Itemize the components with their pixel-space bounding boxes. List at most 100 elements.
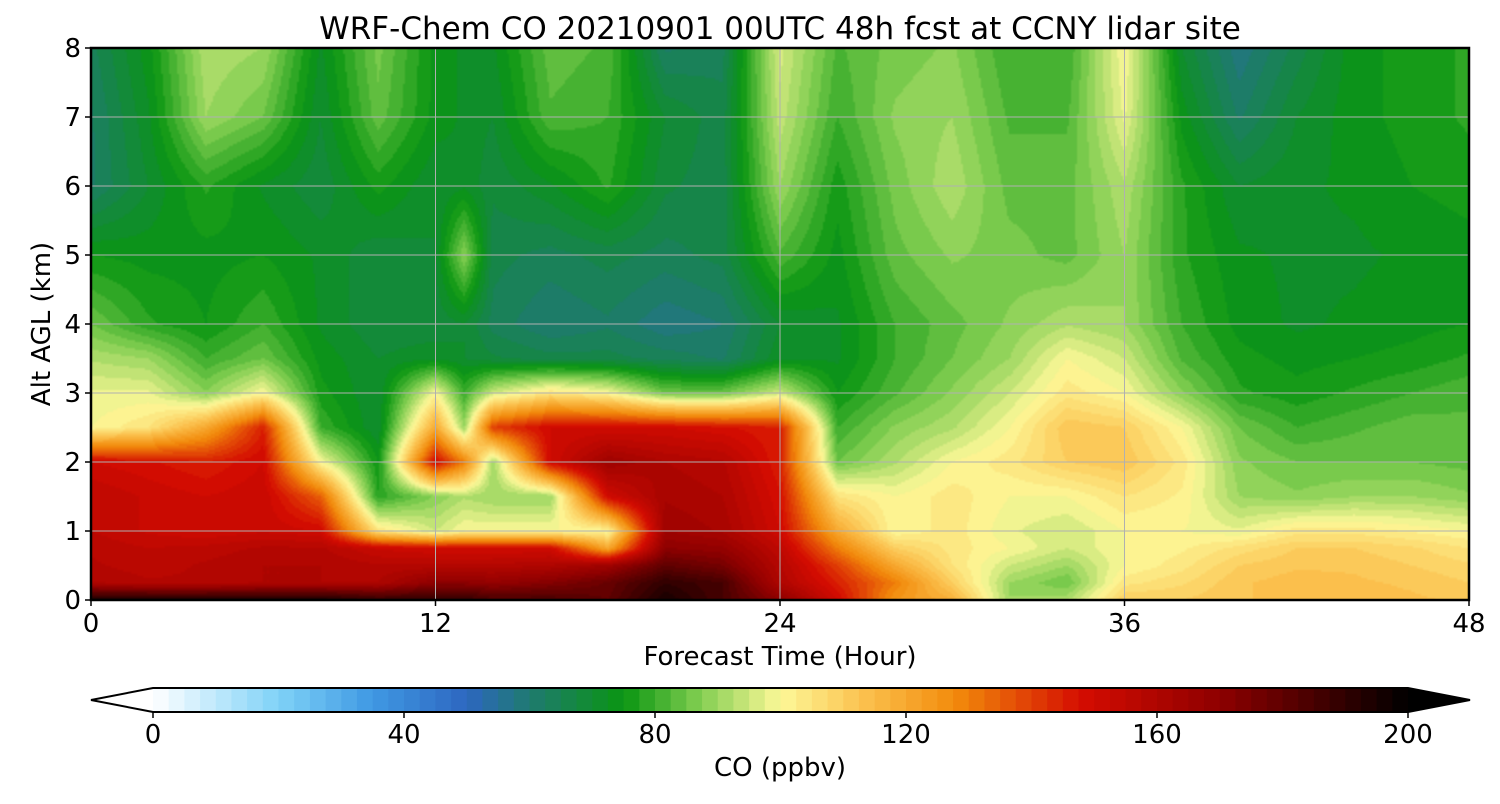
colorbar-label: CO (ppbv) [714,753,846,783]
colorbar-tick-label: 80 [638,720,671,750]
colorbar-segment [545,688,562,712]
colorbar-segment [1313,688,1331,712]
colorbar-segment [1282,688,1299,712]
x-tick-label: 12 [419,609,452,639]
colorbar-segment [1000,688,1017,712]
colorbar-segment [733,688,750,712]
colorbar-segment [858,688,876,712]
colorbar-segment [953,688,970,712]
colorbar-segment [435,688,452,712]
colorbar-segment [749,688,766,712]
colorbar-segment [451,688,468,712]
colorbar-segment [294,688,311,712]
y-tick-label: 2 [64,448,81,478]
colorbar-segment [529,688,546,712]
colorbar-segment [1141,688,1158,712]
x-axis-label: Forecast Time (Hour) [643,642,916,672]
colorbar-segment [466,688,484,712]
colorbar-segment [937,688,954,712]
y-tick-label: 0 [64,586,81,616]
colorbar-segment [482,688,499,712]
y-tick-label: 1 [64,517,81,547]
colorbar-segment [686,688,703,712]
colorbar-segment [1094,688,1111,712]
colorbar-segment [890,688,907,712]
colorbar-segment [1235,688,1252,712]
colorbar-tick-label: 160 [1132,720,1182,750]
colorbar-segment [1062,688,1080,712]
y-tick-label: 7 [64,103,81,133]
colorbar-segment [1360,688,1378,712]
y-axis-label: Alt AGL (km) [27,242,57,406]
colorbar-segment [1329,688,1346,712]
colorbar-segment [1031,688,1048,712]
colorbar-tick-label: 40 [387,720,420,750]
colorbar-segment [513,688,531,712]
colorbar-segment [1078,688,1095,712]
colorbar-segment [1204,688,1221,712]
colorbar-segment [325,688,342,712]
colorbar-segment [1109,688,1127,712]
colorbar-segment [1172,688,1189,712]
colorbar-segment [1298,688,1315,712]
colorbar-segment [1047,688,1064,712]
colorbar-segment [404,688,421,712]
y-tick-label: 4 [64,310,81,340]
y-axis-ticks: 0 1 2 3 4 5 6 7 8 [64,34,91,616]
grid-lines [91,48,1469,600]
colorbar-segment [1219,688,1237,712]
colorbar-tick-label: 0 [145,720,162,750]
colorbar-segment [356,688,374,712]
colorbar-segment [984,688,1001,712]
colorbar-segment [247,688,264,712]
colorbar-segment [278,688,295,712]
colorbar-segment [906,688,923,712]
colorbar-segment [811,688,829,712]
colorbar-segment [1345,688,1362,712]
colorbar-segment [670,688,687,712]
chart-title: WRF-Chem CO 20210901 00UTC 48h fcst at C… [319,11,1241,47]
colorbar-ticks: 0 40 80 120 160 200 [145,712,1433,750]
colorbar-segment [560,688,578,712]
colorbar-segment [780,688,797,712]
colorbar-segment [921,688,938,712]
colorbar-segment [200,688,217,712]
colorbar-segment [623,688,640,712]
colorbar-tick-label: 200 [1383,720,1433,750]
y-tick-label: 5 [64,241,81,271]
colorbar-segment [576,688,593,712]
colorbar-segment [372,688,389,712]
colorbar-segment [764,688,782,712]
colorbar-under-arrow [91,688,153,712]
x-tick-label: 0 [83,609,100,639]
colorbar-segment [231,688,248,712]
colorbar-segment [874,688,891,712]
y-tick-label: 8 [64,34,81,64]
colorbar-segment [827,688,844,712]
colorbar-segment [1157,688,1174,712]
y-tick-label: 6 [64,172,81,202]
colorbar-segment [309,688,327,712]
colorbar-segment [498,688,515,712]
colorbar [90,687,1471,713]
colorbar-segment [607,688,625,712]
colorbar-segment [968,688,986,712]
colorbar-tick-label: 120 [881,720,931,750]
colorbar-segment [1015,688,1033,712]
colorbar-segment [168,688,185,712]
colorbar-segment [702,688,719,712]
colorbar-segment [184,688,201,712]
colorbar-over-arrow [1408,688,1470,712]
colorbar-segment [717,688,735,712]
colorbar-segment [153,688,170,712]
colorbar-segment [1392,688,1409,712]
y-tick-label: 3 [64,379,81,409]
colorbar-segment [215,688,233,712]
x-tick-label: 36 [1108,609,1141,639]
x-tick-label: 24 [763,609,796,639]
x-axis-ticks: 0 12 24 36 48 [83,600,1486,639]
colorbar-segment [341,688,358,712]
colorbar-segment [388,688,405,712]
